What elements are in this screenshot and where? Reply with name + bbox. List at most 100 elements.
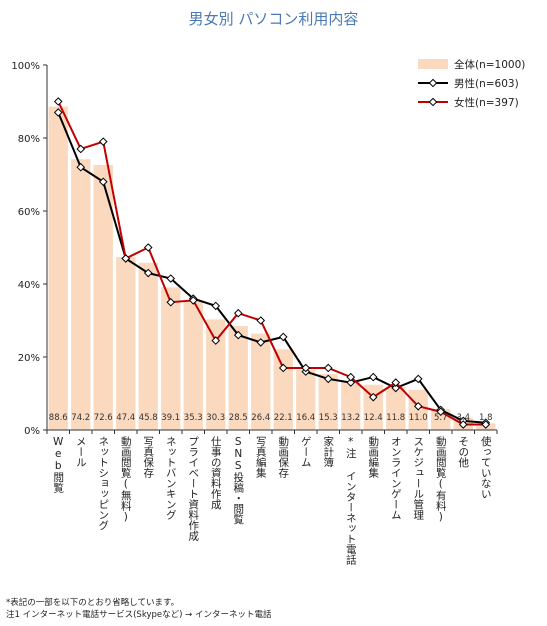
y-tick-label-3: 60% bbox=[18, 207, 40, 218]
series-0-point-7 bbox=[211, 301, 221, 311]
series-1-point-7 bbox=[211, 336, 221, 345]
series-1-point-5 bbox=[166, 297, 176, 307]
footnote-1: *表記の一部を以下のとおり省略しています。 bbox=[6, 598, 180, 608]
data-label-11: 16.4 bbox=[296, 413, 315, 423]
data-label-3: 47.4 bbox=[116, 413, 135, 423]
bar-12 bbox=[318, 374, 338, 430]
y-tick-label-4: 80% bbox=[18, 134, 40, 145]
series-1-point-2 bbox=[98, 137, 108, 146]
series-0-point-13 bbox=[346, 378, 356, 387]
series-0-point-16 bbox=[413, 374, 423, 384]
bar-10 bbox=[273, 349, 293, 430]
x-tick-label-8: SNS投稿・閲覧 bbox=[232, 436, 244, 525]
bar-6 bbox=[183, 301, 203, 430]
legend-label-0: 全体(n=1000) bbox=[454, 58, 525, 71]
data-label-10: 22.1 bbox=[274, 413, 293, 423]
bar-8 bbox=[228, 325, 248, 430]
bar-7 bbox=[206, 319, 226, 430]
series-0-point-9 bbox=[256, 338, 266, 347]
series-1-point-8 bbox=[233, 308, 243, 318]
data-label-14: 12.4 bbox=[364, 413, 383, 423]
series-0-point-15 bbox=[391, 383, 401, 393]
series-line-1 bbox=[57, 101, 486, 426]
x-tick-label-17: 動画閲覧(有料) bbox=[435, 435, 447, 523]
data-label-7: 30.3 bbox=[206, 413, 225, 423]
data-label-2: 72.6 bbox=[94, 413, 113, 423]
bar-13 bbox=[341, 381, 361, 430]
y-tick-label-0: 0% bbox=[24, 426, 40, 437]
bar-2 bbox=[93, 165, 113, 430]
series-1-point-16 bbox=[413, 401, 423, 411]
bar-9 bbox=[251, 333, 271, 430]
series-1-point-17 bbox=[436, 407, 446, 417]
legend-marker-1 bbox=[428, 78, 438, 88]
x-tick-label-0: Web閲覧 bbox=[52, 436, 64, 494]
series-1-point-11 bbox=[301, 363, 311, 373]
data-label-19: 1.8 bbox=[479, 413, 493, 423]
series-0-point-4 bbox=[143, 268, 153, 278]
series-1-point-10 bbox=[278, 363, 288, 373]
x-tick-label-2: ネットショッピング bbox=[97, 436, 109, 531]
data-label-0: 88.6 bbox=[49, 413, 68, 423]
legend-label-1: 男性(n=603) bbox=[454, 77, 519, 90]
legend-swatch-0 bbox=[418, 59, 448, 69]
series-1-point-12 bbox=[323, 363, 333, 373]
y-tick-label-1: 20% bbox=[18, 353, 40, 364]
data-label-8: 28.5 bbox=[229, 413, 248, 423]
legend-label-2: 女性(n=397) bbox=[454, 96, 519, 109]
series-1-point-0 bbox=[53, 97, 63, 106]
series-1-point-13 bbox=[346, 372, 356, 382]
series-0-point-0 bbox=[53, 108, 63, 117]
x-tick-label-3: 動画閲覧(無料) bbox=[120, 435, 132, 523]
x-tick-label-19: 使っていない bbox=[480, 435, 492, 499]
series-0-point-12 bbox=[323, 374, 333, 384]
x-tick-label-15: オンラインゲーム bbox=[390, 436, 402, 520]
x-tick-label-6: プライベート資料作成 bbox=[187, 436, 199, 542]
series-0-point-2 bbox=[98, 177, 108, 187]
data-label-13: 13.2 bbox=[341, 413, 360, 423]
series-1-point-14 bbox=[368, 392, 378, 402]
chart-title: 男女別 パソコン利用内容 bbox=[188, 10, 359, 28]
bar-11 bbox=[296, 370, 316, 430]
data-label-1: 74.2 bbox=[71, 413, 90, 423]
x-tick-label-4: 写真保存 bbox=[142, 436, 154, 478]
series-0-point-10 bbox=[278, 332, 288, 342]
data-label-12: 15.3 bbox=[319, 413, 338, 423]
series-1-point-4 bbox=[143, 243, 153, 252]
x-tick-label-11: ゲーム bbox=[300, 436, 312, 468]
data-label-18: 3.4 bbox=[456, 413, 470, 423]
footnote-2: 注1 インターネット電話サービス(Skypeなど) → インターネット電話 bbox=[6, 610, 272, 620]
series-1-point-15 bbox=[391, 378, 401, 387]
data-label-4: 45.8 bbox=[139, 413, 158, 423]
series-1-point-9 bbox=[256, 316, 266, 325]
x-tick-label-7: 仕事の資料作成 bbox=[210, 435, 222, 510]
data-label-16: 11.0 bbox=[409, 413, 428, 423]
x-tick-label-12: 家計簿 bbox=[322, 435, 334, 467]
bar-0 bbox=[48, 106, 68, 431]
bar-14 bbox=[363, 384, 383, 430]
legend-marker-2 bbox=[428, 97, 438, 107]
y-tick-label-2: 40% bbox=[18, 280, 40, 291]
x-tick-label-5: ネットバンキング bbox=[165, 436, 177, 520]
series-1-point-6 bbox=[188, 296, 198, 305]
series-0-point-8 bbox=[233, 330, 243, 340]
x-tick-label-18: その他 bbox=[457, 436, 469, 468]
bar-1 bbox=[71, 159, 91, 431]
series-0-point-14 bbox=[368, 372, 378, 382]
x-tick-label-1: メール bbox=[75, 436, 87, 468]
bar-5 bbox=[161, 287, 181, 430]
x-tick-label-10: 動画保存 bbox=[277, 435, 289, 478]
x-tick-label-14: 動画編集 bbox=[367, 435, 379, 479]
data-label-9: 26.4 bbox=[251, 413, 270, 423]
series-1-point-19 bbox=[481, 420, 491, 429]
bar-3 bbox=[116, 256, 136, 430]
series-0-point-1 bbox=[76, 162, 86, 172]
data-label-17: 5.7 bbox=[434, 413, 448, 423]
bar-15 bbox=[386, 386, 406, 430]
data-label-15: 11.8 bbox=[386, 413, 405, 423]
series-line-0 bbox=[57, 112, 486, 424]
x-tick-label-9: 写真編集 bbox=[255, 436, 267, 479]
series-0-point-5 bbox=[166, 274, 176, 283]
x-tick-label-16: スケジュール管理 bbox=[412, 436, 424, 520]
